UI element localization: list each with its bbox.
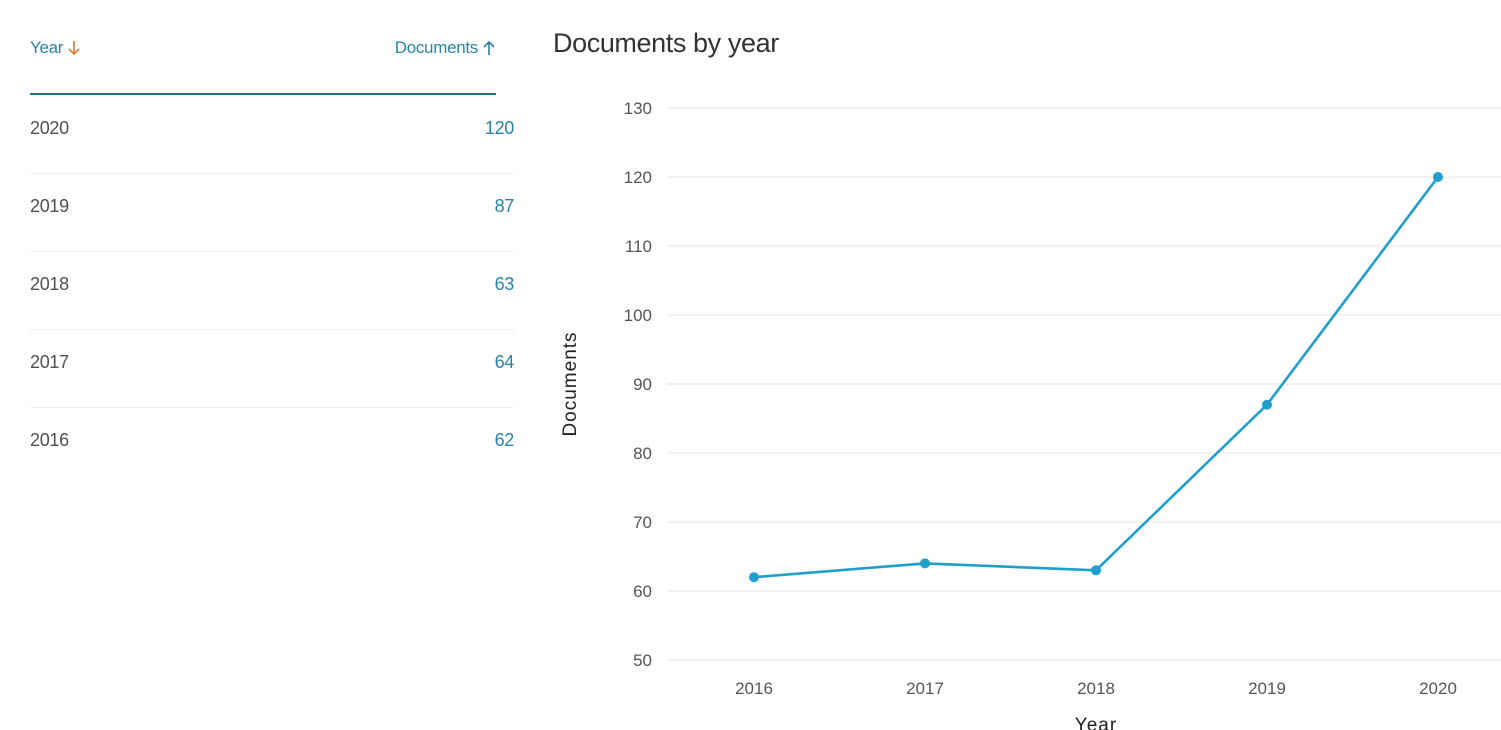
year-cell: 2020 <box>30 118 69 138</box>
y-tick-label: 110 <box>625 237 652 256</box>
year-cell: 2016 <box>30 430 69 450</box>
table-row: 2017 64 <box>30 330 514 408</box>
documents-count-link[interactable]: 63 <box>494 274 515 294</box>
x-axis-ticks: 2016 2017 2018 2019 2020 <box>735 679 1457 698</box>
year-cell: 2019 <box>30 196 69 216</box>
year-cell: 2017 <box>30 352 69 372</box>
grid-lines <box>667 107 1501 661</box>
table-header: Year Documents <box>30 0 496 95</box>
y-tick-label: 70 <box>633 513 652 532</box>
x-tick-label: 2018 <box>1077 679 1115 698</box>
year-cell: 2018 <box>30 274 69 294</box>
y-axis-ticks: 50 60 70 80 90 100 110 120 130 <box>624 99 652 670</box>
x-tick-label: 2019 <box>1248 679 1286 698</box>
y-tick-label: 100 <box>624 306 652 325</box>
data-point[interactable] <box>920 558 930 569</box>
year-column-label: Year <box>30 38 64 57</box>
data-point[interactable] <box>749 572 759 583</box>
y-tick-label: 130 <box>624 99 652 118</box>
x-tick-label: 2016 <box>735 679 773 698</box>
x-tick-label: 2017 <box>906 679 944 698</box>
table-row: 2020 120 <box>30 96 514 174</box>
documents-count-link[interactable]: 62 <box>494 430 515 450</box>
y-tick-label: 120 <box>624 168 652 187</box>
series-documents <box>749 172 1443 583</box>
documents-table: Year Documents 2020 120 2019 87 2018 63 … <box>30 0 514 480</box>
table-row: 2016 62 <box>30 408 514 485</box>
y-tick-label: 80 <box>633 444 652 463</box>
sort-by-year-button[interactable]: Year <box>30 38 81 58</box>
documents-count-link[interactable]: 87 <box>494 196 515 216</box>
data-point[interactable] <box>1433 172 1443 182</box>
y-tick-label: 60 <box>633 582 652 601</box>
documents-count-link[interactable]: 64 <box>494 352 515 372</box>
data-point[interactable] <box>1262 399 1272 410</box>
chart-title: Documents by year <box>553 28 779 58</box>
arrow-up-icon <box>483 40 495 55</box>
table-row: 2019 87 <box>30 174 514 252</box>
y-axis-title: Documents <box>560 331 581 436</box>
series-line <box>753 176 1440 579</box>
x-axis-title: Year <box>1075 715 1117 730</box>
table-row: 2018 63 <box>30 252 514 330</box>
documents-count-link[interactable]: 120 <box>484 118 514 138</box>
y-tick-label: 50 <box>633 651 652 670</box>
x-tick-label: 2020 <box>1419 679 1457 698</box>
documents-column-label: Documents <box>394 38 479 57</box>
sort-by-documents-button[interactable]: Documents <box>395 38 496 58</box>
arrow-down-icon <box>68 41 80 56</box>
y-tick-label: 90 <box>633 375 652 394</box>
data-point[interactable] <box>1091 565 1101 576</box>
